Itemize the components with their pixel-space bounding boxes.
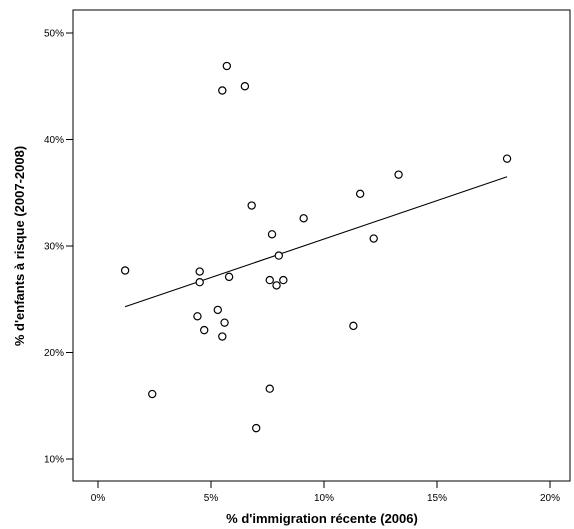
data-point (272, 281, 281, 290)
y-tick-label: 50% (44, 29, 64, 40)
data-point (148, 389, 157, 399)
x-tick-label: 20% (540, 493, 560, 504)
data-point (299, 214, 308, 223)
data-points (120, 61, 512, 433)
data-point (247, 201, 256, 210)
data-point (195, 267, 204, 276)
data-point (120, 266, 130, 275)
data-point (355, 189, 365, 199)
x-axis: 0% 5% 10% 15% 20% (91, 481, 560, 504)
data-point (252, 423, 261, 433)
y-tick-label: 40% (44, 135, 64, 146)
x-tick-label: 15% (427, 493, 447, 504)
data-point (193, 312, 202, 321)
data-point (265, 384, 274, 393)
y-axis-title: % d'enfants à risque (2007-2008) (12, 146, 27, 346)
data-point (349, 321, 358, 331)
data-point (240, 82, 250, 91)
x-tick-label: 10% (314, 493, 334, 504)
data-point (222, 61, 232, 71)
data-point (279, 275, 288, 285)
x-axis-title: % d'immigration récente (2006) (226, 511, 418, 526)
data-point (274, 251, 283, 260)
x-tick-label: 5% (204, 493, 219, 504)
data-point (369, 234, 378, 243)
data-point (265, 275, 274, 285)
y-axis: 10% 20% 30% 40% 50% (44, 29, 73, 466)
y-tick-label: 20% (44, 348, 64, 359)
y-tick-label: 10% (44, 455, 64, 466)
data-point (218, 332, 227, 341)
data-point (200, 325, 209, 335)
data-point (218, 86, 227, 95)
regression-line-group (124, 176, 508, 308)
data-point (220, 318, 229, 327)
data-point (502, 154, 512, 163)
data-point (213, 305, 222, 315)
data-point (267, 230, 277, 239)
regression-line (124, 176, 508, 308)
plot-frame (72, 9, 571, 482)
x-tick-label: 0% (91, 493, 106, 504)
data-point (195, 278, 204, 287)
data-point (224, 272, 234, 282)
data-point (394, 170, 403, 179)
y-tick-label: 30% (44, 242, 64, 253)
